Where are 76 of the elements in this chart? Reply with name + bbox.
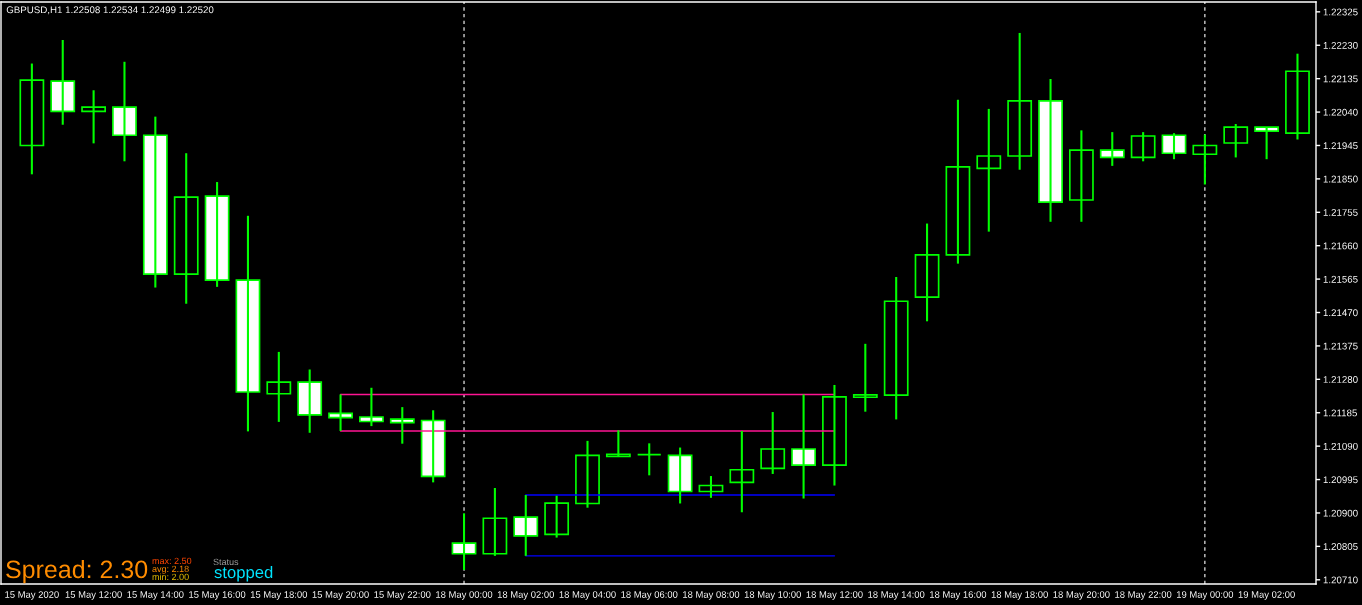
candlestick: [1007, 31, 1033, 171]
x-tick-label: 18 May 16:00: [930, 591, 987, 600]
x-tick-label: 15 May 16:00: [189, 591, 246, 600]
candlestick: [1223, 122, 1249, 159]
candlestick: [976, 107, 1002, 233]
candlestick: [266, 350, 292, 423]
candlestick: [112, 60, 137, 163]
y-tick-label: 1.20805: [1323, 543, 1358, 550]
x-tick-label: 15 May 20:00: [312, 591, 369, 600]
y-tick-label: 1.20710: [1323, 576, 1358, 584]
x-tick-label: 15 May 22:00: [374, 591, 431, 600]
candlestick: [297, 368, 323, 434]
y-tick-label: 1.21660: [1323, 242, 1358, 250]
y-tick-label: 1.20900: [1323, 509, 1358, 517]
x-tick-label: 18 May 18:00: [991, 591, 1048, 600]
y-tick-label: 1.20995: [1323, 476, 1358, 484]
x-tick-label: 18 May 06:00: [621, 591, 678, 600]
candlestick: [760, 411, 786, 475]
annotation: avg: 2.18: [152, 565, 189, 574]
x-tick-label: 15 May 2020: [5, 591, 59, 600]
annotation: stopped: [214, 565, 273, 582]
annotation: Status: [213, 558, 239, 566]
candlestick: [729, 429, 755, 514]
y-tick-label: 1.21185: [1323, 409, 1357, 417]
chart-title: GBPUSD,H1 1.22508 1.22534 1.22499 1.22520: [6, 6, 214, 15]
candlestick: [513, 493, 539, 557]
annotation: max: 2.50: [152, 557, 192, 565]
candlestick: [791, 393, 816, 500]
candlestick: [883, 275, 909, 421]
candlestick: [605, 429, 631, 459]
y-tick-label: 1.21755: [1323, 209, 1358, 216]
y-tick-label: 1.22040: [1323, 108, 1358, 116]
x-tick-label: 19 May 00:00: [1176, 591, 1234, 600]
candlestick: [852, 342, 878, 413]
candlestick: [482, 486, 508, 557]
x-tick-label: 18 May 22:00: [1115, 591, 1172, 600]
candlestick: [142, 115, 168, 289]
y-tick-label: 1.21850: [1323, 175, 1358, 183]
x-tick-label: 18 May 04:00: [559, 591, 616, 600]
x-tick-label: 15 May 18:00: [250, 591, 308, 600]
candlestick: [1254, 126, 1280, 161]
x-tick-label: 18 May 14:00: [868, 591, 925, 600]
x-tick-label: 18 May 02:00: [497, 591, 555, 600]
x-tick-label: 15 May 12:00: [65, 591, 122, 600]
annotation: min: 2.00: [152, 573, 189, 581]
x-tick-label: 18 May 00:00: [436, 591, 493, 600]
y-tick-label: 1.21090: [1323, 442, 1358, 450]
candlestick: [359, 386, 384, 428]
y-tick-label: 1.21565: [1323, 275, 1358, 283]
x-tick-label: 18 May 10:00: [744, 591, 801, 600]
candlestick: [822, 383, 847, 487]
y-tick-label: 1.22325: [1323, 8, 1358, 16]
x-tick-label: 18 May 12:00: [806, 591, 863, 600]
candlestick: [667, 446, 693, 505]
y-tick-label: 1.22135: [1323, 75, 1358, 83]
candlestick: [1130, 131, 1156, 163]
candlestick: [19, 62, 45, 176]
candlestick: [389, 406, 415, 445]
y-tick-label: 1.21280: [1323, 376, 1358, 383]
candlestick: [173, 152, 199, 305]
candlestick: [81, 89, 107, 145]
candlestick: [544, 494, 570, 539]
annotation: Spread: 2.30: [6, 559, 148, 584]
x-tick-label: 15 May 14:00: [127, 591, 184, 600]
x-tick-label: 19 May 02:00: [1238, 591, 1295, 600]
candlestick: [1161, 132, 1187, 161]
candlestick: [50, 38, 76, 126]
candlestick: [1068, 129, 1094, 223]
x-tick-label: 18 May 08:00: [683, 591, 740, 600]
y-tick-label: 1.21945: [1323, 142, 1358, 150]
x-tick-label: 18 May 20:00: [1053, 591, 1110, 600]
candlestick: [1099, 131, 1125, 167]
y-tick-label: 1.22230: [1323, 41, 1358, 49]
candlestick: [636, 442, 662, 477]
y-tick-label: 1.21375: [1323, 342, 1358, 350]
y-tick-label: 1.21470: [1323, 309, 1358, 317]
